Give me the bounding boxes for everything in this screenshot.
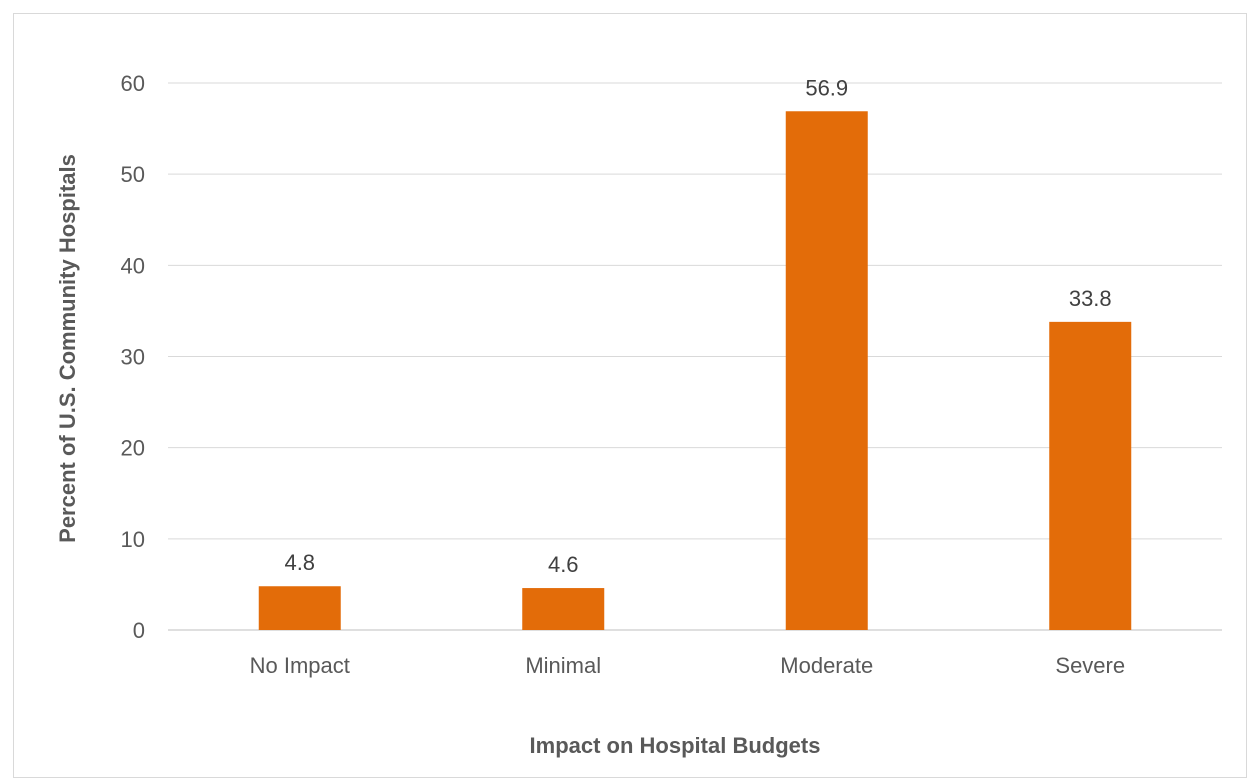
y-tick-label: 30 — [121, 345, 145, 370]
y-tick-label: 10 — [121, 527, 145, 552]
x-tick-label: Moderate — [780, 653, 873, 678]
x-axis-ticks: No Impact Minimal Moderate Severe — [250, 653, 1125, 678]
x-tick-label: Minimal — [525, 653, 601, 678]
data-label: 33.8 — [1069, 286, 1112, 311]
bar-no-impact — [258, 586, 341, 630]
data-label: 4.8 — [284, 550, 315, 575]
x-tick-label: No Impact — [250, 653, 350, 678]
gridlines — [168, 82, 1222, 631]
y-tick-label: 0 — [133, 618, 145, 643]
bars — [258, 111, 1132, 631]
data-labels: 4.8 4.6 56.9 33.8 — [284, 75, 1111, 577]
y-tick-label: 60 — [121, 71, 145, 96]
bar-minimal — [522, 588, 605, 630]
y-tick-label: 50 — [121, 162, 145, 187]
y-axis-ticks: 0 10 20 30 40 50 60 — [121, 71, 145, 643]
chart-frame — [13, 13, 1247, 778]
x-tick-label: Severe — [1055, 653, 1125, 678]
data-label: 4.6 — [548, 552, 579, 577]
bar-moderate — [785, 111, 868, 631]
data-label: 56.9 — [805, 75, 848, 100]
bar-severe — [1049, 321, 1132, 630]
y-axis-title: Percent of U.S. Community Hospitals — [55, 154, 80, 543]
y-tick-label: 40 — [121, 253, 145, 278]
x-axis-title: Impact on Hospital Budgets — [530, 733, 821, 758]
y-tick-label: 20 — [121, 436, 145, 461]
